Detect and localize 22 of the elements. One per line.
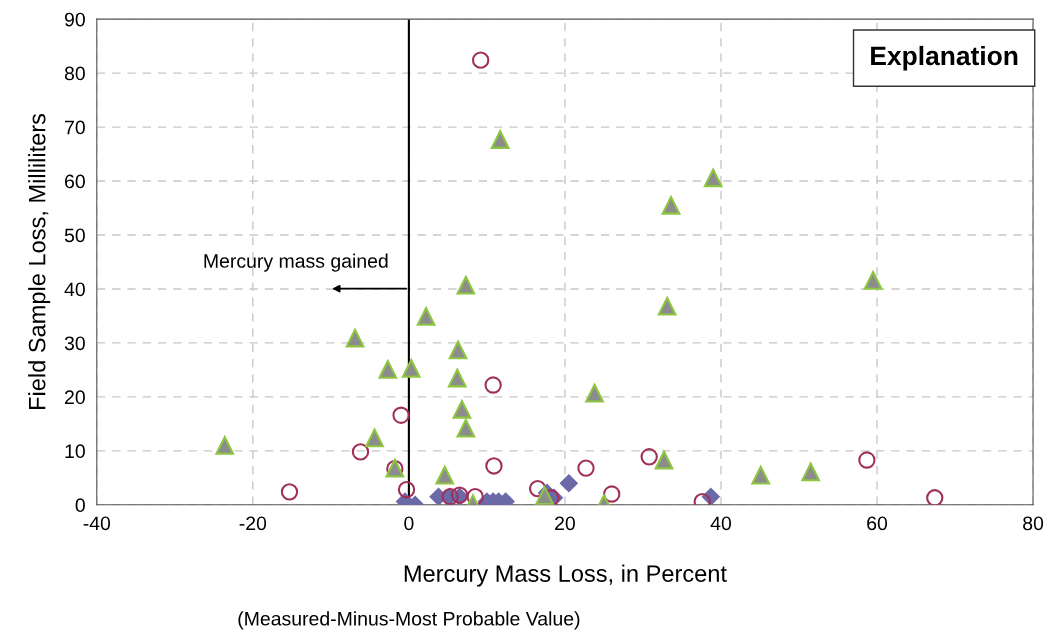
x-tick-label: 80 bbox=[1023, 516, 1044, 531]
x-tick-label: 0 bbox=[404, 516, 414, 531]
y-tick-label: 60 bbox=[65, 174, 85, 189]
x-tick-label: -40 bbox=[83, 516, 111, 531]
x-tick-label: -20 bbox=[239, 516, 267, 531]
y-axis-title: Field Sample Loss, Milliliters bbox=[28, 113, 51, 409]
y-tick-label: 70 bbox=[65, 120, 85, 135]
y-tick-label: 20 bbox=[65, 390, 85, 405]
y-tick-label: 50 bbox=[64, 228, 85, 243]
text: (Measured-Minus-Most Probable Value) bbox=[238, 611, 580, 630]
y-tick-label: 10 bbox=[65, 444, 85, 459]
y-tick-label: 30 bbox=[64, 336, 85, 351]
annotation: Explanation bbox=[871, 45, 1018, 71]
y-tick-label: 0 bbox=[75, 498, 85, 513]
y-tick-label: 40 bbox=[64, 282, 85, 297]
x-axis-title: Mercury Mass Loss, in Percent bbox=[404, 564, 727, 587]
annotation: Mercury mass gained bbox=[204, 253, 388, 272]
x-tick-label: 40 bbox=[710, 516, 732, 531]
y-tick-label: 90 bbox=[64, 12, 85, 27]
x-tick-label: 20 bbox=[555, 516, 575, 531]
x-tick-label: 60 bbox=[867, 516, 888, 531]
y-tick-label: 80 bbox=[64, 66, 85, 81]
